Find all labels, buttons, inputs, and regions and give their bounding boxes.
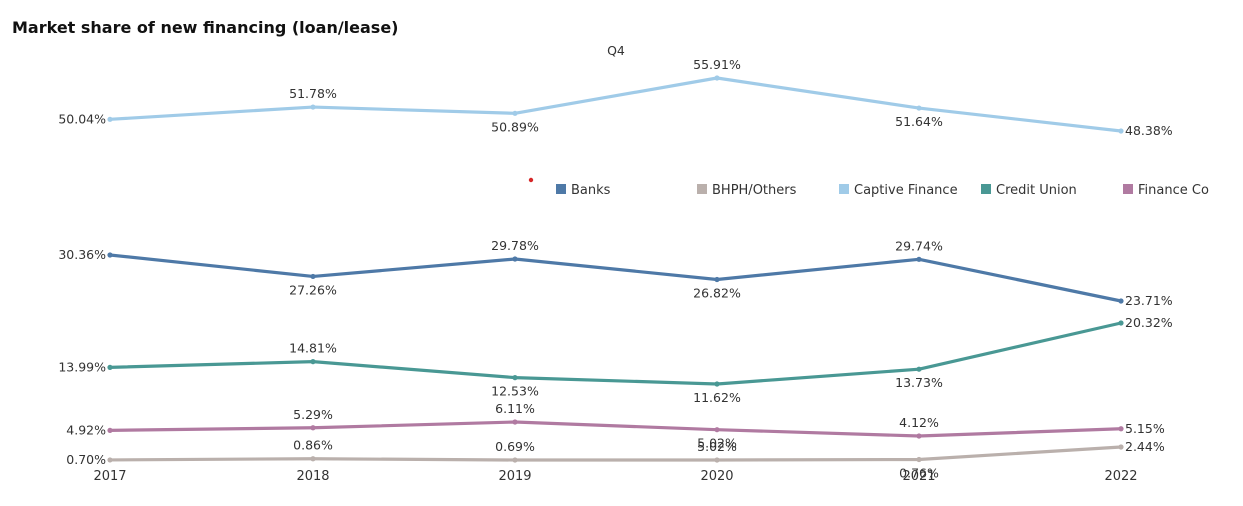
- data-label: 29.74%: [895, 238, 943, 253]
- chart-subtitle: Q4: [607, 43, 625, 58]
- legend-item-credit-union[interactable]: Credit Union: [981, 183, 1077, 198]
- data-point: [1118, 320, 1124, 326]
- data-label: 5.15%: [1125, 421, 1165, 436]
- data-label: 5.02%: [697, 439, 737, 454]
- legend-label: Credit Union: [996, 183, 1077, 198]
- series-captive-finance: 50.04% 51.78% 50.89% 55.91% 51.64% 48.38%: [58, 57, 1172, 138]
- data-point: [714, 427, 720, 433]
- data-point: [1118, 298, 1124, 304]
- series-credit-union: 13.99% 14.81% 12.53% 11.62% 13.73% 20.32%: [58, 315, 1172, 405]
- data-label: 0.70%: [66, 452, 106, 467]
- data-label: 0.76%: [899, 465, 939, 480]
- data-label: 26.82%: [693, 285, 741, 300]
- data-label: 51.64%: [895, 114, 943, 129]
- legend-label: Captive Finance: [854, 183, 958, 198]
- data-point: [107, 364, 113, 370]
- data-point: [310, 425, 316, 431]
- data-label: 29.78%: [491, 238, 539, 253]
- data-label: 14.81%: [289, 341, 337, 356]
- data-point: [714, 75, 720, 81]
- legend-label: Banks: [571, 183, 611, 198]
- data-label: 30.36%: [58, 247, 106, 262]
- data-label: 5.29%: [293, 407, 333, 422]
- series-line-captive-finance: [108, 76, 1123, 133]
- data-label: 11.62%: [693, 390, 741, 405]
- data-label: 48.38%: [1125, 123, 1173, 138]
- legend-swatch: [697, 184, 707, 194]
- data-point: [916, 105, 922, 111]
- data-point: [916, 366, 922, 372]
- data-point: [512, 419, 518, 425]
- data-point: [310, 104, 316, 110]
- data-label: 27.26%: [289, 282, 337, 297]
- series-bhph-others: 0.70% 0.86% 0.69% 5.02% 0.76% 2.44%: [66, 438, 1165, 481]
- legend-label: Finance Co: [1138, 183, 1209, 198]
- legend-swatch: [981, 184, 991, 194]
- data-point: [1118, 426, 1124, 432]
- legend-item-finance-co[interactable]: Finance Co: [1123, 183, 1209, 198]
- data-label: 13.73%: [895, 375, 943, 390]
- data-point: [310, 359, 316, 365]
- data-point: [916, 433, 922, 439]
- data-point: [714, 381, 720, 387]
- x-tick-label: 2022: [1104, 469, 1137, 484]
- data-label: 51.78%: [289, 86, 337, 101]
- data-point: [107, 427, 113, 433]
- series-finance-co: 4.92% 5.29% 6.11% 5.02% 4.12% 5.15%: [66, 401, 1165, 451]
- data-point: [916, 256, 922, 262]
- data-point: [1118, 444, 1124, 450]
- data-label: 23.71%: [1125, 293, 1173, 308]
- data-point: [916, 456, 922, 463]
- data-point: [714, 457, 720, 463]
- data-label: 4.12%: [899, 415, 939, 430]
- data-label: 20.32%: [1125, 315, 1173, 330]
- data-label: 13.99%: [58, 359, 106, 374]
- data-point: [1118, 128, 1124, 134]
- data-label: 4.92%: [66, 422, 106, 437]
- data-point: [107, 252, 113, 258]
- data-point: [107, 457, 113, 463]
- data-point: [512, 110, 518, 116]
- data-label: 2.44%: [1125, 439, 1165, 454]
- x-tick-label: 2020: [700, 469, 733, 484]
- data-label: 12.53%: [491, 384, 539, 399]
- data-point: [310, 273, 316, 280]
- data-label: 50.89%: [491, 119, 539, 134]
- series-line-bhph-others: [108, 445, 1123, 462]
- legend-label: BHPH/Others: [712, 183, 797, 198]
- data-point: [714, 276, 720, 283]
- legend-swatch: [1123, 184, 1133, 194]
- series-line-banks: [108, 253, 1123, 303]
- x-tick-label: 2018: [296, 469, 329, 484]
- data-label: 5.02%: [697, 436, 737, 451]
- legend-item-banks[interactable]: Banks: [556, 183, 611, 198]
- x-tick-label: 2017: [93, 469, 126, 484]
- data-point: [512, 457, 518, 463]
- series-line-credit-union: [108, 321, 1123, 386]
- series-line-finance-co: [108, 420, 1123, 438]
- legend-item-bhph-others[interactable]: BHPH/Others: [697, 183, 797, 198]
- data-label: 50.04%: [58, 111, 106, 126]
- data-label: 0.86%: [293, 438, 333, 453]
- legend-swatch: [839, 184, 849, 194]
- marker-dot: [528, 177, 534, 183]
- chart-title: Market share of new financing (loan/leas…: [12, 18, 399, 37]
- x-tick-label: 2021: [902, 469, 935, 484]
- data-point: [512, 375, 518, 381]
- data-label: 0.69%: [495, 439, 535, 454]
- data-point: [310, 456, 316, 462]
- data-point: [107, 116, 113, 122]
- series-banks: 30.36% 27.26% 29.78% 26.82% 29.74% 23.71%: [58, 238, 1172, 308]
- x-tick-label: 2019: [498, 469, 531, 484]
- legend-swatch: [556, 184, 566, 194]
- data-point: [512, 256, 518, 262]
- data-label: 6.11%: [495, 401, 535, 416]
- legend-item-captive-finance[interactable]: Captive Finance: [839, 183, 958, 198]
- data-label: 55.91%: [693, 57, 741, 72]
